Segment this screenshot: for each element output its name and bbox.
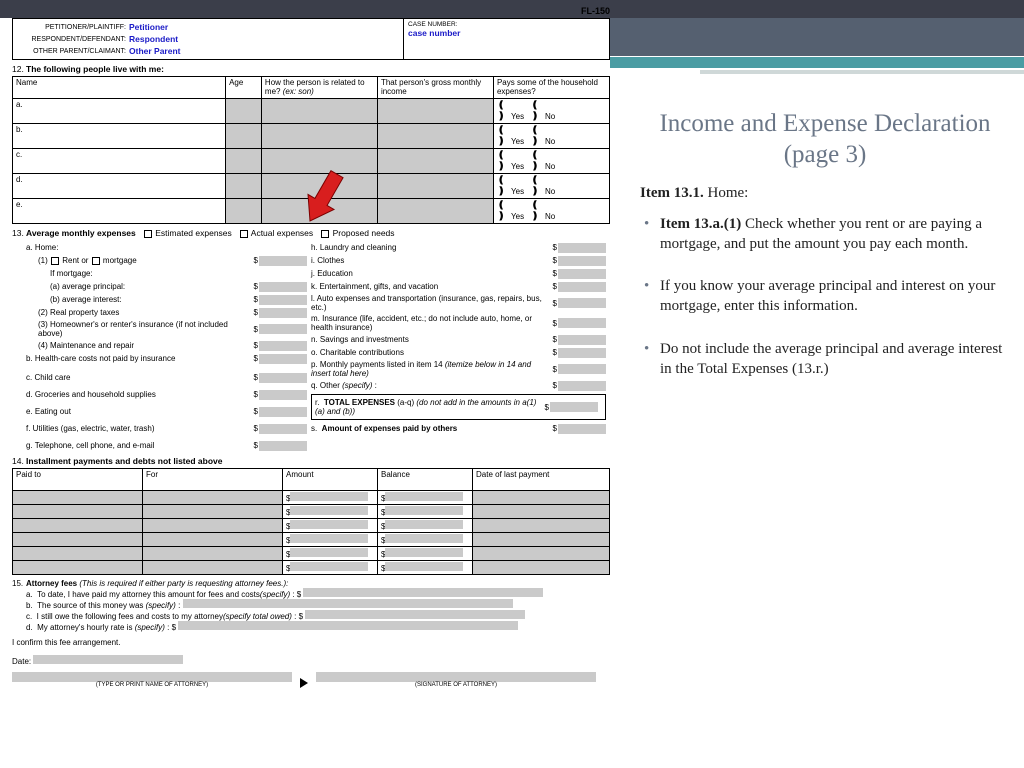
- header-box: PETITIONER/PLAINTIFF:Petitioner RESPONDE…: [12, 18, 610, 60]
- checkbox-actual[interactable]: [240, 230, 248, 238]
- petitioner-value: Petitioner: [129, 22, 168, 32]
- amt-13l[interactable]: [558, 298, 606, 308]
- field-date[interactable]: [33, 655, 183, 664]
- amt-13h[interactable]: [558, 243, 606, 253]
- other-label: OTHER PARENT/CLAIMANT:: [17, 48, 129, 55]
- item-12: 12.The following people live with me: Na…: [12, 64, 610, 224]
- field-15b[interactable]: [183, 599, 513, 608]
- checkbox-rent[interactable]: [51, 257, 59, 265]
- respondent-label: RESPONDENT/DEFENDANT:: [17, 36, 129, 43]
- amt-13q[interactable]: [558, 381, 606, 391]
- amt-13e[interactable]: [259, 407, 307, 417]
- teal-shadow: [700, 70, 1024, 74]
- item12-table: Name Age How the person is related to me…: [12, 76, 610, 224]
- amt-13d[interactable]: [259, 390, 307, 400]
- petitioner-label: PETITIONER/PLAINTIFF:: [17, 24, 129, 31]
- amt-13a1b[interactable]: [259, 295, 307, 305]
- side-title: Income and Expense Declaration (page 3): [640, 108, 1010, 171]
- confirm-text: I confirm this fee arrangement.: [12, 638, 610, 647]
- top-bar: [0, 0, 1024, 18]
- signature-line: (TYPE OR PRINT NAME OF ATTORNEY) (SIGNAT…: [12, 672, 610, 688]
- amt-13s[interactable]: [558, 424, 606, 434]
- amt-13j[interactable]: [558, 269, 606, 279]
- amt-13i[interactable]: [558, 256, 606, 266]
- attorney-name-field[interactable]: [12, 672, 292, 682]
- side-panel: Income and Expense Declaration (page 3) …: [640, 108, 1010, 401]
- amt-13b[interactable]: [259, 354, 307, 364]
- amt-13r[interactable]: [550, 402, 598, 412]
- item-14: 14.Installment payments and debts not li…: [12, 456, 610, 575]
- amt-13c[interactable]: [259, 373, 307, 383]
- respondent-value: Respondent: [129, 34, 178, 44]
- item13-title: Average monthly expenses: [26, 228, 136, 238]
- bullet-3: Do not include the average principal and…: [640, 339, 1010, 380]
- item-13: 13.Average monthly expenses Estimated ex…: [12, 228, 610, 452]
- col-pays: Pays some of the household expenses?: [497, 78, 598, 96]
- amt-13o[interactable]: [558, 348, 606, 358]
- form-fl150: FL-150 PETITIONER/PLAINTIFF:Petitioner R…: [12, 18, 610, 688]
- form-code: FL-150: [581, 6, 610, 16]
- other-value: Other Parent: [129, 46, 181, 56]
- field-15a[interactable]: [303, 588, 543, 597]
- case-value: case number: [408, 28, 605, 38]
- amt-13a2[interactable]: [259, 308, 307, 318]
- bullet-1: Item 13.a.(1) Check whether you rent or …: [640, 214, 1010, 255]
- amt-13p[interactable]: [558, 364, 606, 374]
- bullet-2: If you know your average principal and i…: [640, 276, 1010, 317]
- item-15: 15.Attorney fees (This is required if ei…: [12, 579, 610, 688]
- amt-13a3[interactable]: [259, 324, 307, 334]
- teal-band: [610, 56, 1024, 68]
- field-15c[interactable]: [305, 610, 525, 619]
- checkbox-mortgage[interactable]: [92, 257, 100, 265]
- expenses-left: a. Home: (1) Rent or mortgage$ If mortga…: [12, 241, 311, 452]
- amt-13a1[interactable]: [259, 256, 307, 266]
- amt-13a4[interactable]: [259, 341, 307, 351]
- total-expenses-box: r. TOTAL EXPENSES (a-q) (do not add in t…: [311, 394, 606, 420]
- play-icon: [300, 678, 308, 688]
- mid-band: [610, 18, 1024, 56]
- amt-13a1a[interactable]: [259, 282, 307, 292]
- item12-title: The following people live with me:: [26, 64, 164, 74]
- col-income: That person's gross monthly income: [381, 78, 481, 96]
- item14-title: Installment payments and debts not liste…: [26, 456, 222, 466]
- col-name: Name: [16, 78, 37, 87]
- checkbox-estimated[interactable]: [144, 230, 152, 238]
- amt-13k[interactable]: [558, 282, 606, 292]
- checkbox-proposed[interactable]: [321, 230, 329, 238]
- amt-13f[interactable]: [259, 424, 307, 434]
- side-lead: Item 13.1. Home:: [640, 185, 1010, 202]
- amt-13n[interactable]: [558, 335, 606, 345]
- attorney-sig-field[interactable]: [316, 672, 596, 682]
- amt-13g[interactable]: [259, 441, 307, 451]
- amt-13m[interactable]: [558, 318, 606, 328]
- field-15d[interactable]: [178, 621, 518, 630]
- case-label: CASE NUMBER:: [408, 21, 605, 28]
- col-age: Age: [229, 78, 243, 87]
- expenses-right: h. Laundry and cleaning$ i. Clothes$ j. …: [311, 241, 610, 452]
- item14-table: Paid to For Amount Balance Date of last …: [12, 468, 610, 575]
